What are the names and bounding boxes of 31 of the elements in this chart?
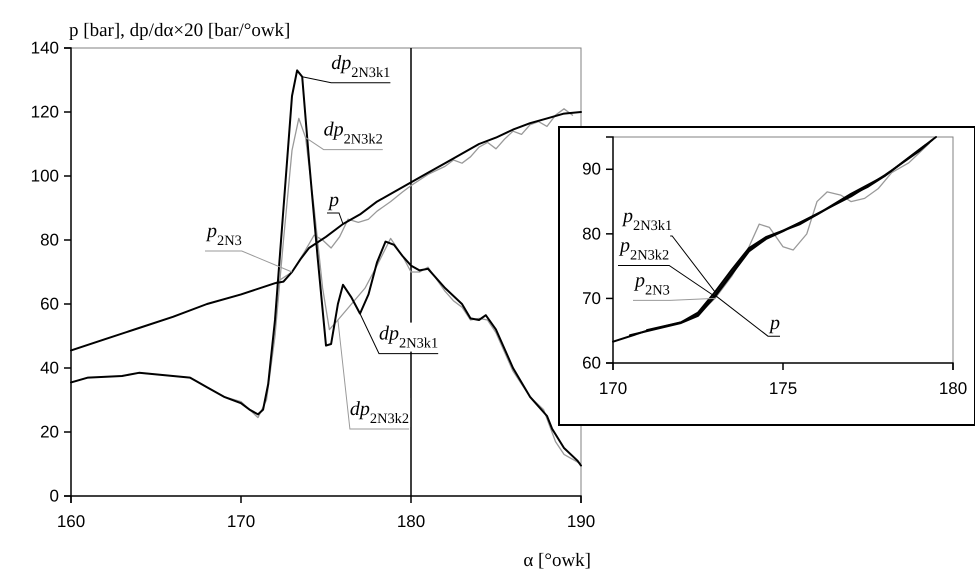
series-label: p [327,189,339,211]
text: p$_{2N3}$ [205,220,242,249]
y-tick-label: 20 [40,422,59,442]
x-tick-label: 170 [226,512,256,532]
x-tick-label: 160 [56,512,86,532]
y-tick-label: 100 [30,166,59,186]
y-axis-title: p [bar], dp/dα×20 [bar/°owk] [69,20,290,41]
y-tick-label: 90 [582,160,601,179]
text: p$_{2N3k2}$ [618,234,670,264]
y-tick-label: 80 [582,224,601,244]
x-tick-label: 190 [566,512,596,532]
text: p$_{2N3k1}$ [621,204,672,234]
x-axis-title: α [°owk] [523,550,591,571]
y-tick-label: 0 [50,486,59,506]
text: dp$_{2N3k1}$ [331,52,390,81]
y-tick-label: 120 [30,102,59,122]
x-tick-label: 170 [598,379,628,398]
y-tick-label: 140 [30,38,59,58]
series-label: p$_{2N3}$ [633,269,670,298]
y-tick-label: 60 [40,294,59,314]
y-tick-label: 80 [40,230,59,250]
y-tick-label: 60 [582,353,601,372]
y-tick-label: 40 [40,358,59,378]
series-label: dp$_{2N3k1}$ [379,322,438,352]
text: p [768,312,780,334]
x-tick-label: 175 [768,379,798,398]
text: dp$_{2N3k2}$ [350,398,410,427]
series-label: dp$_{2N3k2}$ [324,118,383,148]
y-tick-label: 70 [582,288,601,308]
x-tick-label: 180 [396,512,426,532]
x-tick-label: 180 [938,379,968,398]
